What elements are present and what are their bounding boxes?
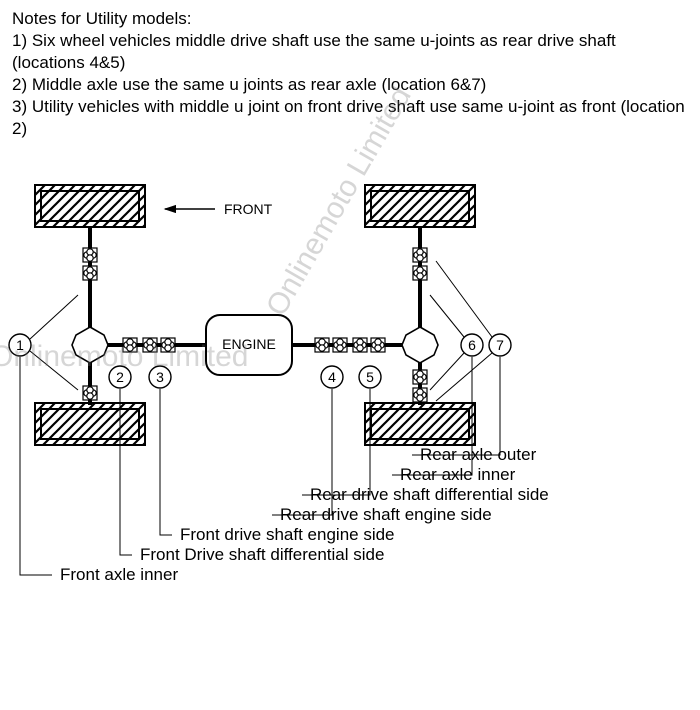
ujoint-rear-axle-top xyxy=(413,248,427,262)
ujoint-rear-axle-top2 xyxy=(413,266,427,280)
callout-label: Front Drive shaft differential side xyxy=(140,545,384,564)
callout-label: Front drive shaft engine side xyxy=(180,525,395,544)
ujoint-loc3b xyxy=(161,338,175,352)
ujoint-front-axle-top xyxy=(83,248,97,262)
ujoint-loc5a xyxy=(353,338,367,352)
tire-front-bottom xyxy=(35,403,145,445)
tire-rear-top xyxy=(365,185,475,227)
notes-item: 2) Middle axle use the same u joints as … xyxy=(12,74,688,96)
notes-heading: Notes for Utility models: xyxy=(12,8,688,30)
callout-label: Rear drive shaft differential side xyxy=(310,485,549,504)
notes-item: 1) Six wheel vehicles middle drive shaft… xyxy=(12,30,688,74)
diagram-stage: Onlinemoto Limited Onlinemoto Limited xyxy=(0,145,700,705)
callout-number: 6 xyxy=(468,337,476,353)
callout-number: 3 xyxy=(156,369,164,385)
engine-label: ENGINE xyxy=(222,336,276,352)
front-label: FRONT xyxy=(224,201,273,217)
ujoint-rear-axle-bottom xyxy=(413,370,427,384)
callout-number: 5 xyxy=(366,369,374,385)
callout-label: Rear axle outer xyxy=(420,445,537,464)
callout-number: 7 xyxy=(496,337,504,353)
ujoint-loc4b xyxy=(333,338,347,352)
ujoint-loc3a xyxy=(143,338,157,352)
tire-rear-bottom xyxy=(365,403,475,445)
ujoint-loc4a xyxy=(315,338,329,352)
ujoint-front-axle-bottom xyxy=(83,386,97,400)
front-differential xyxy=(72,327,108,363)
notes-item: 3) Utility vehicles with middle u joint … xyxy=(12,96,688,140)
notes-block: Notes for Utility models: 1) Six wheel v… xyxy=(0,0,700,145)
tire-front-top xyxy=(35,185,145,227)
callout-label: Front axle inner xyxy=(60,565,178,584)
rear-differential xyxy=(402,327,438,363)
callout-number: 2 xyxy=(116,369,124,385)
callout-label: Rear axle inner xyxy=(400,465,516,484)
drivetrain-schematic: ENGINE FRONT 1 Front axle inner 2 Front Dri… xyxy=(0,145,700,705)
ujoint-loc2 xyxy=(123,338,137,352)
callout-number: 4 xyxy=(328,369,336,385)
ujoint-loc5b xyxy=(371,338,385,352)
callout-label: Rear drive shaft engine side xyxy=(280,505,492,524)
ujoint-rear-axle-bottom2 xyxy=(413,388,427,402)
ujoint-front-axle-top2 xyxy=(83,266,97,280)
callout-number: 1 xyxy=(16,337,24,353)
